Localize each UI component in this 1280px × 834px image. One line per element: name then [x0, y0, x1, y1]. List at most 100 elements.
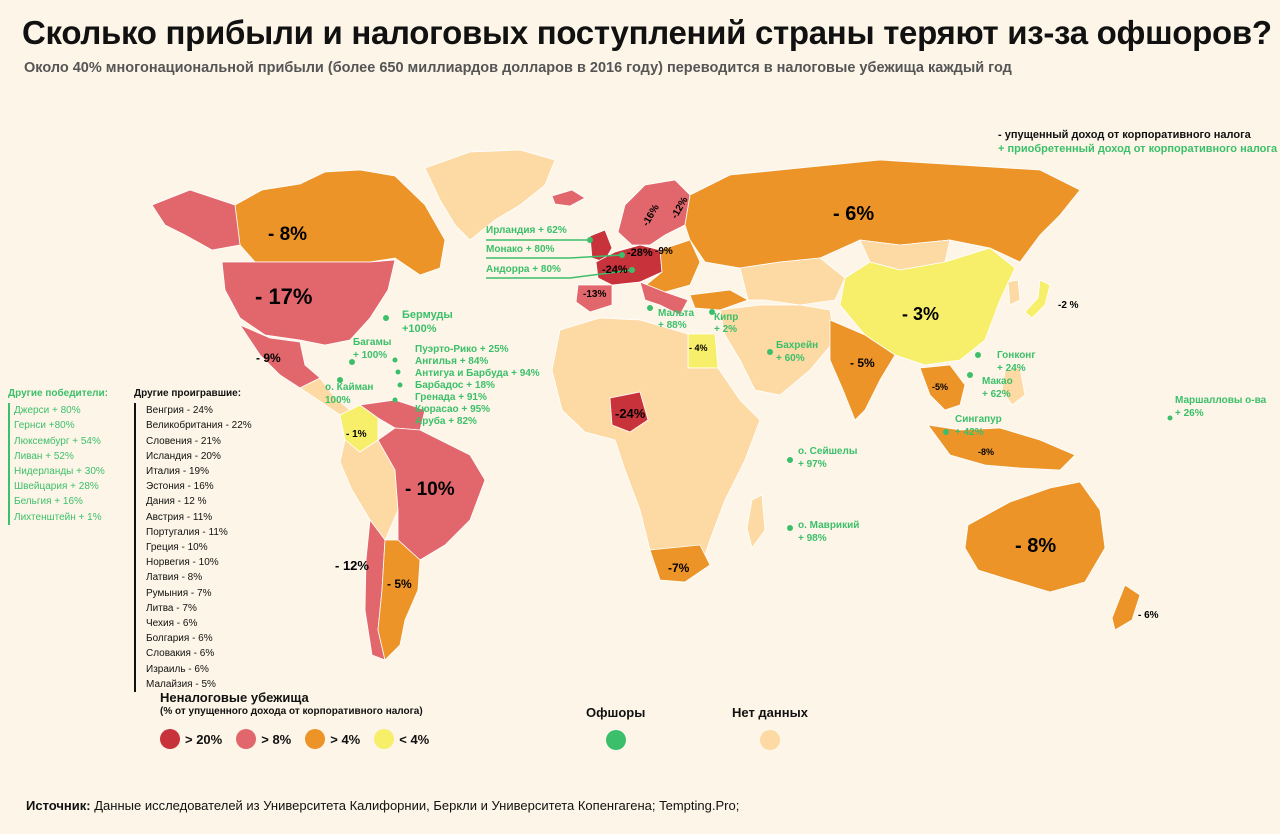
swatch-gt8-label: > 8%: [261, 731, 292, 747]
offshore-label-cyprus-1: Кипр: [714, 312, 738, 323]
loser-item: Чехия - 6%: [146, 618, 198, 630]
region-southern-europe: [639, 281, 689, 316]
offshore-label-malta-1: Мальта: [658, 308, 695, 319]
loser-item: Австрия - 11%: [146, 511, 213, 523]
region-south-africa: [649, 544, 711, 583]
swatch-gt4: > 4%: [305, 729, 360, 749]
label-colombia: - 1%: [346, 429, 367, 440]
swatch-gt8-dot: [236, 729, 257, 749]
loser-item: Греция - 10%: [146, 542, 208, 554]
swatch-gt4-dot: [305, 729, 326, 749]
offshore-label-mauritius-2: + 98%: [798, 533, 827, 544]
source-note: Источник: Данные исследователей из Униве…: [26, 798, 739, 813]
label-chile: - 12%: [335, 558, 369, 573]
offshore-dot-bahamas: [349, 359, 355, 365]
offshore-dot-seychelles: [787, 457, 793, 463]
label-indonesia: -8%: [978, 447, 994, 457]
offshore-label-bermuda-2: +100%: [402, 323, 437, 335]
offshore-label-hongkong-2: + 24%: [997, 363, 1026, 374]
offshore-labels: Ирландия + 62% Монако + 80% Андорра + 80…: [325, 225, 1267, 544]
region-usa: [221, 259, 396, 346]
region-eastern-europe: [644, 239, 701, 293]
label-germany: -28%: [627, 247, 653, 259]
winner-item: Гернси +80%: [14, 420, 75, 432]
loser-item: Эстония - 16%: [146, 481, 214, 493]
loser-item: Исландия - 20%: [146, 450, 221, 462]
label-argentina: - 5%: [387, 577, 412, 591]
offshore-label-caribbean-0: Пуэрто-Рико + 25%: [415, 344, 509, 355]
nodata-legend-label: Нет данных: [732, 705, 808, 720]
offshore-dot-marshall: [1167, 415, 1173, 421]
region-iceland: [551, 189, 586, 207]
offshore-legend-label: Офшоры: [586, 705, 646, 720]
offshore-label-andorra: Андорра + 80%: [486, 264, 561, 275]
page-title: Сколько прибыли и налоговых поступлений …: [22, 14, 1272, 51]
label-australia: - 8%: [1015, 535, 1056, 557]
offshore-dot-hongkong: [975, 352, 981, 358]
region-japan: [1024, 279, 1051, 319]
winner-item: Нидерланды + 30%: [14, 466, 105, 478]
region-se-asia: [919, 364, 966, 411]
nodata-legend: Нет данных: [732, 705, 808, 753]
offshore-dot-caribbean-4: [392, 397, 398, 403]
winner-item: Ливан + 52%: [14, 450, 74, 462]
label-canada: - 8%: [268, 224, 307, 245]
other-winners-list: Другие победители: Джерси + 80% Гернси +8…: [8, 386, 108, 525]
loser-item: Малайзия - 5%: [146, 678, 216, 690]
offshore-label-hongkong-1: Гонконг: [997, 350, 1036, 361]
label-south-africa: -7%: [668, 561, 690, 575]
label-new-zealand: - 6%: [1138, 610, 1159, 621]
label-poland: -9%: [655, 246, 673, 257]
offshore-label-caribbean-6: Аруба + 82%: [415, 415, 477, 427]
loser-item: Словения - 21%: [146, 435, 221, 447]
label-mexico: - 9%: [256, 351, 281, 365]
lost-income-legend: - упущенный доход от корпоративного нало…: [998, 129, 1251, 141]
nodata-legend-dot: [759, 730, 780, 750]
region-middle-east: [719, 304, 836, 396]
offshore-label-caribbean-1: Ангилья + 84%: [415, 356, 488, 367]
color-legend-subtitle: (% от упущенного дохода от корпоративног…: [160, 706, 423, 717]
other-losers-items: Венгрия - 24% Великобритания - 22% Словени…: [134, 403, 252, 693]
offshore-dot-macao: [967, 372, 973, 378]
other-winners-items: Джерси + 80% Гернси +80% Люксембург + 54% Л…: [8, 403, 108, 525]
offshore-label-monaco: Монако + 80%: [486, 244, 555, 255]
page-subtitle: Около 40% многонациональной прибыли (бол…: [24, 60, 1012, 76]
label-china: - 3%: [902, 304, 939, 324]
offshore-label-bermuda-1: Бермуды: [402, 309, 453, 321]
region-indonesia: [927, 424, 1076, 471]
winner-item: Бельгия + 16%: [14, 496, 83, 508]
label-thailand: -5%: [932, 382, 948, 392]
offshore-label-cyprus-2: + 2%: [714, 324, 737, 335]
label-spain: -13%: [583, 289, 606, 300]
other-winners-title: Другие победители:: [8, 388, 108, 399]
loser-item: Венгрия - 24%: [146, 405, 213, 417]
offshore-label-bahamas-1: Багамы: [353, 337, 391, 348]
winner-item: Джерси + 80%: [14, 405, 81, 417]
offshore-dot-malta: [647, 305, 653, 311]
offshore-label-macao-2: + 62%: [982, 389, 1011, 400]
label-egypt: - 4%: [689, 343, 708, 353]
color-legend-title: Неналоговые убежища: [160, 690, 309, 705]
offshore-legend-dot: [605, 730, 626, 750]
region-australia: [964, 481, 1106, 593]
offshore-label-malta-2: + 88%: [658, 320, 687, 331]
winner-item: Швейцария + 28%: [14, 481, 99, 493]
offshore-dot-bahrain: [767, 349, 773, 355]
offshore-label-seychelles-1: о. Сейшелы: [798, 446, 857, 457]
loser-item: Литва - 7%: [146, 602, 197, 614]
label-india: - 5%: [850, 356, 875, 370]
region-central-asia: [739, 257, 846, 306]
source-text: Данные исследователей из Университета Ка…: [90, 798, 740, 813]
loser-item: Израиль - 6%: [146, 663, 209, 675]
label-france: -24%: [602, 264, 628, 276]
swatch-gt8: > 8%: [236, 729, 291, 749]
offshore-label-mauritius-1: о. Маврикий: [798, 520, 859, 531]
region-canada: [234, 169, 446, 276]
offshore-label-marshall-2: + 26%: [1175, 408, 1204, 419]
offshore-label-caribbean-3: Барбадос + 18%: [415, 379, 495, 391]
offshore-label-singapore-1: Сингапур: [955, 414, 1002, 425]
offshore-legend: Офшоры: [586, 705, 645, 753]
region-uk: [589, 229, 613, 263]
region-alaska: [151, 189, 241, 251]
